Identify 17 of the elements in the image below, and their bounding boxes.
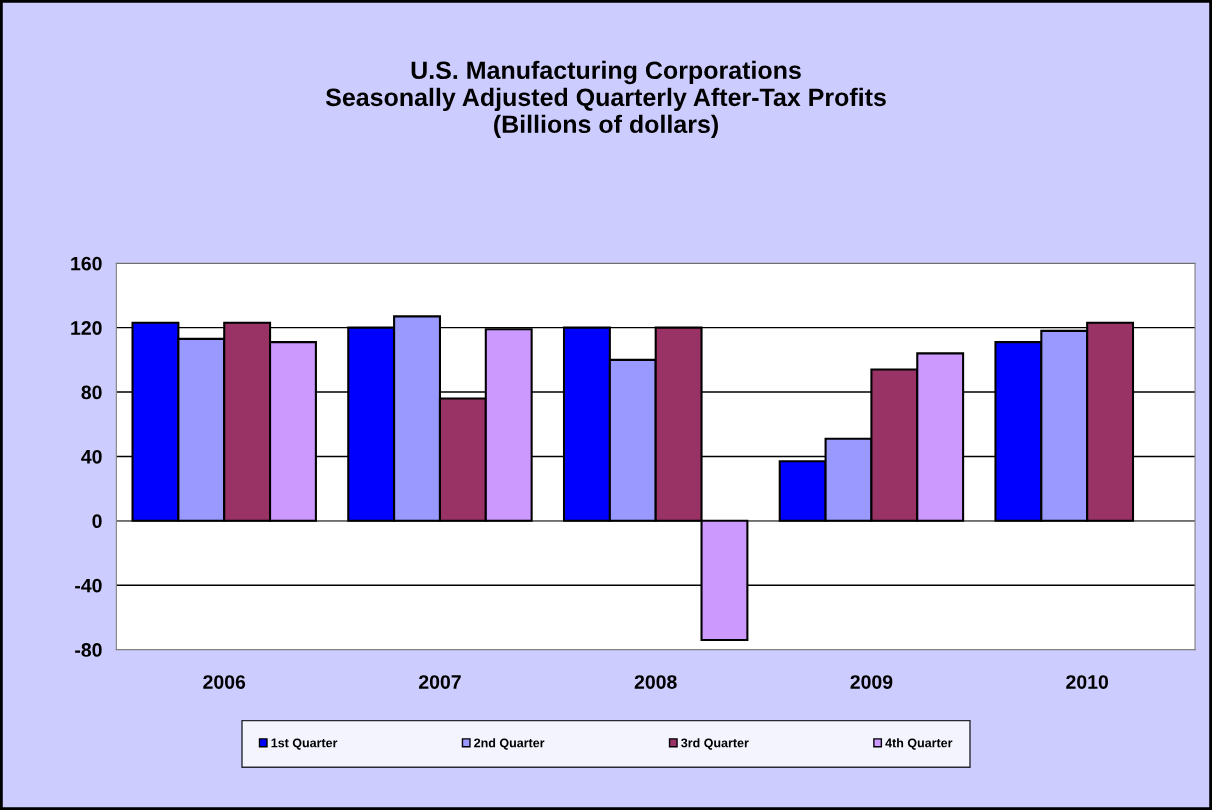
legend-label: 3rd Quarter	[681, 738, 749, 750]
legend-label: 4th Quarter	[885, 738, 953, 750]
y-tick-label: 120	[71, 321, 102, 335]
y-tick-label: -80	[75, 643, 102, 657]
y-tick-label: 160	[71, 256, 102, 271]
y-tick-label: 40	[81, 449, 102, 464]
x-tick-label: 2006	[203, 675, 246, 689]
x-tick-label: 2007	[419, 675, 461, 689]
y-tick-label: 0	[92, 514, 102, 529]
legend-label: 1st Quarter	[271, 738, 338, 750]
y-tick-label: 80	[81, 385, 102, 400]
x-tick-label: 2010	[1066, 675, 1108, 689]
legend-label: 2nd Quarter	[474, 738, 545, 750]
x-tick-label: 2008	[634, 675, 677, 689]
chart-title: U.S. Manufacturing Corporations Seasonally Adjusted Quarterly After-Tax Profits (Billions of dollars)	[325, 60, 886, 139]
y-tick-label: -40	[75, 578, 102, 593]
x-tick-label: 2009	[850, 675, 893, 689]
